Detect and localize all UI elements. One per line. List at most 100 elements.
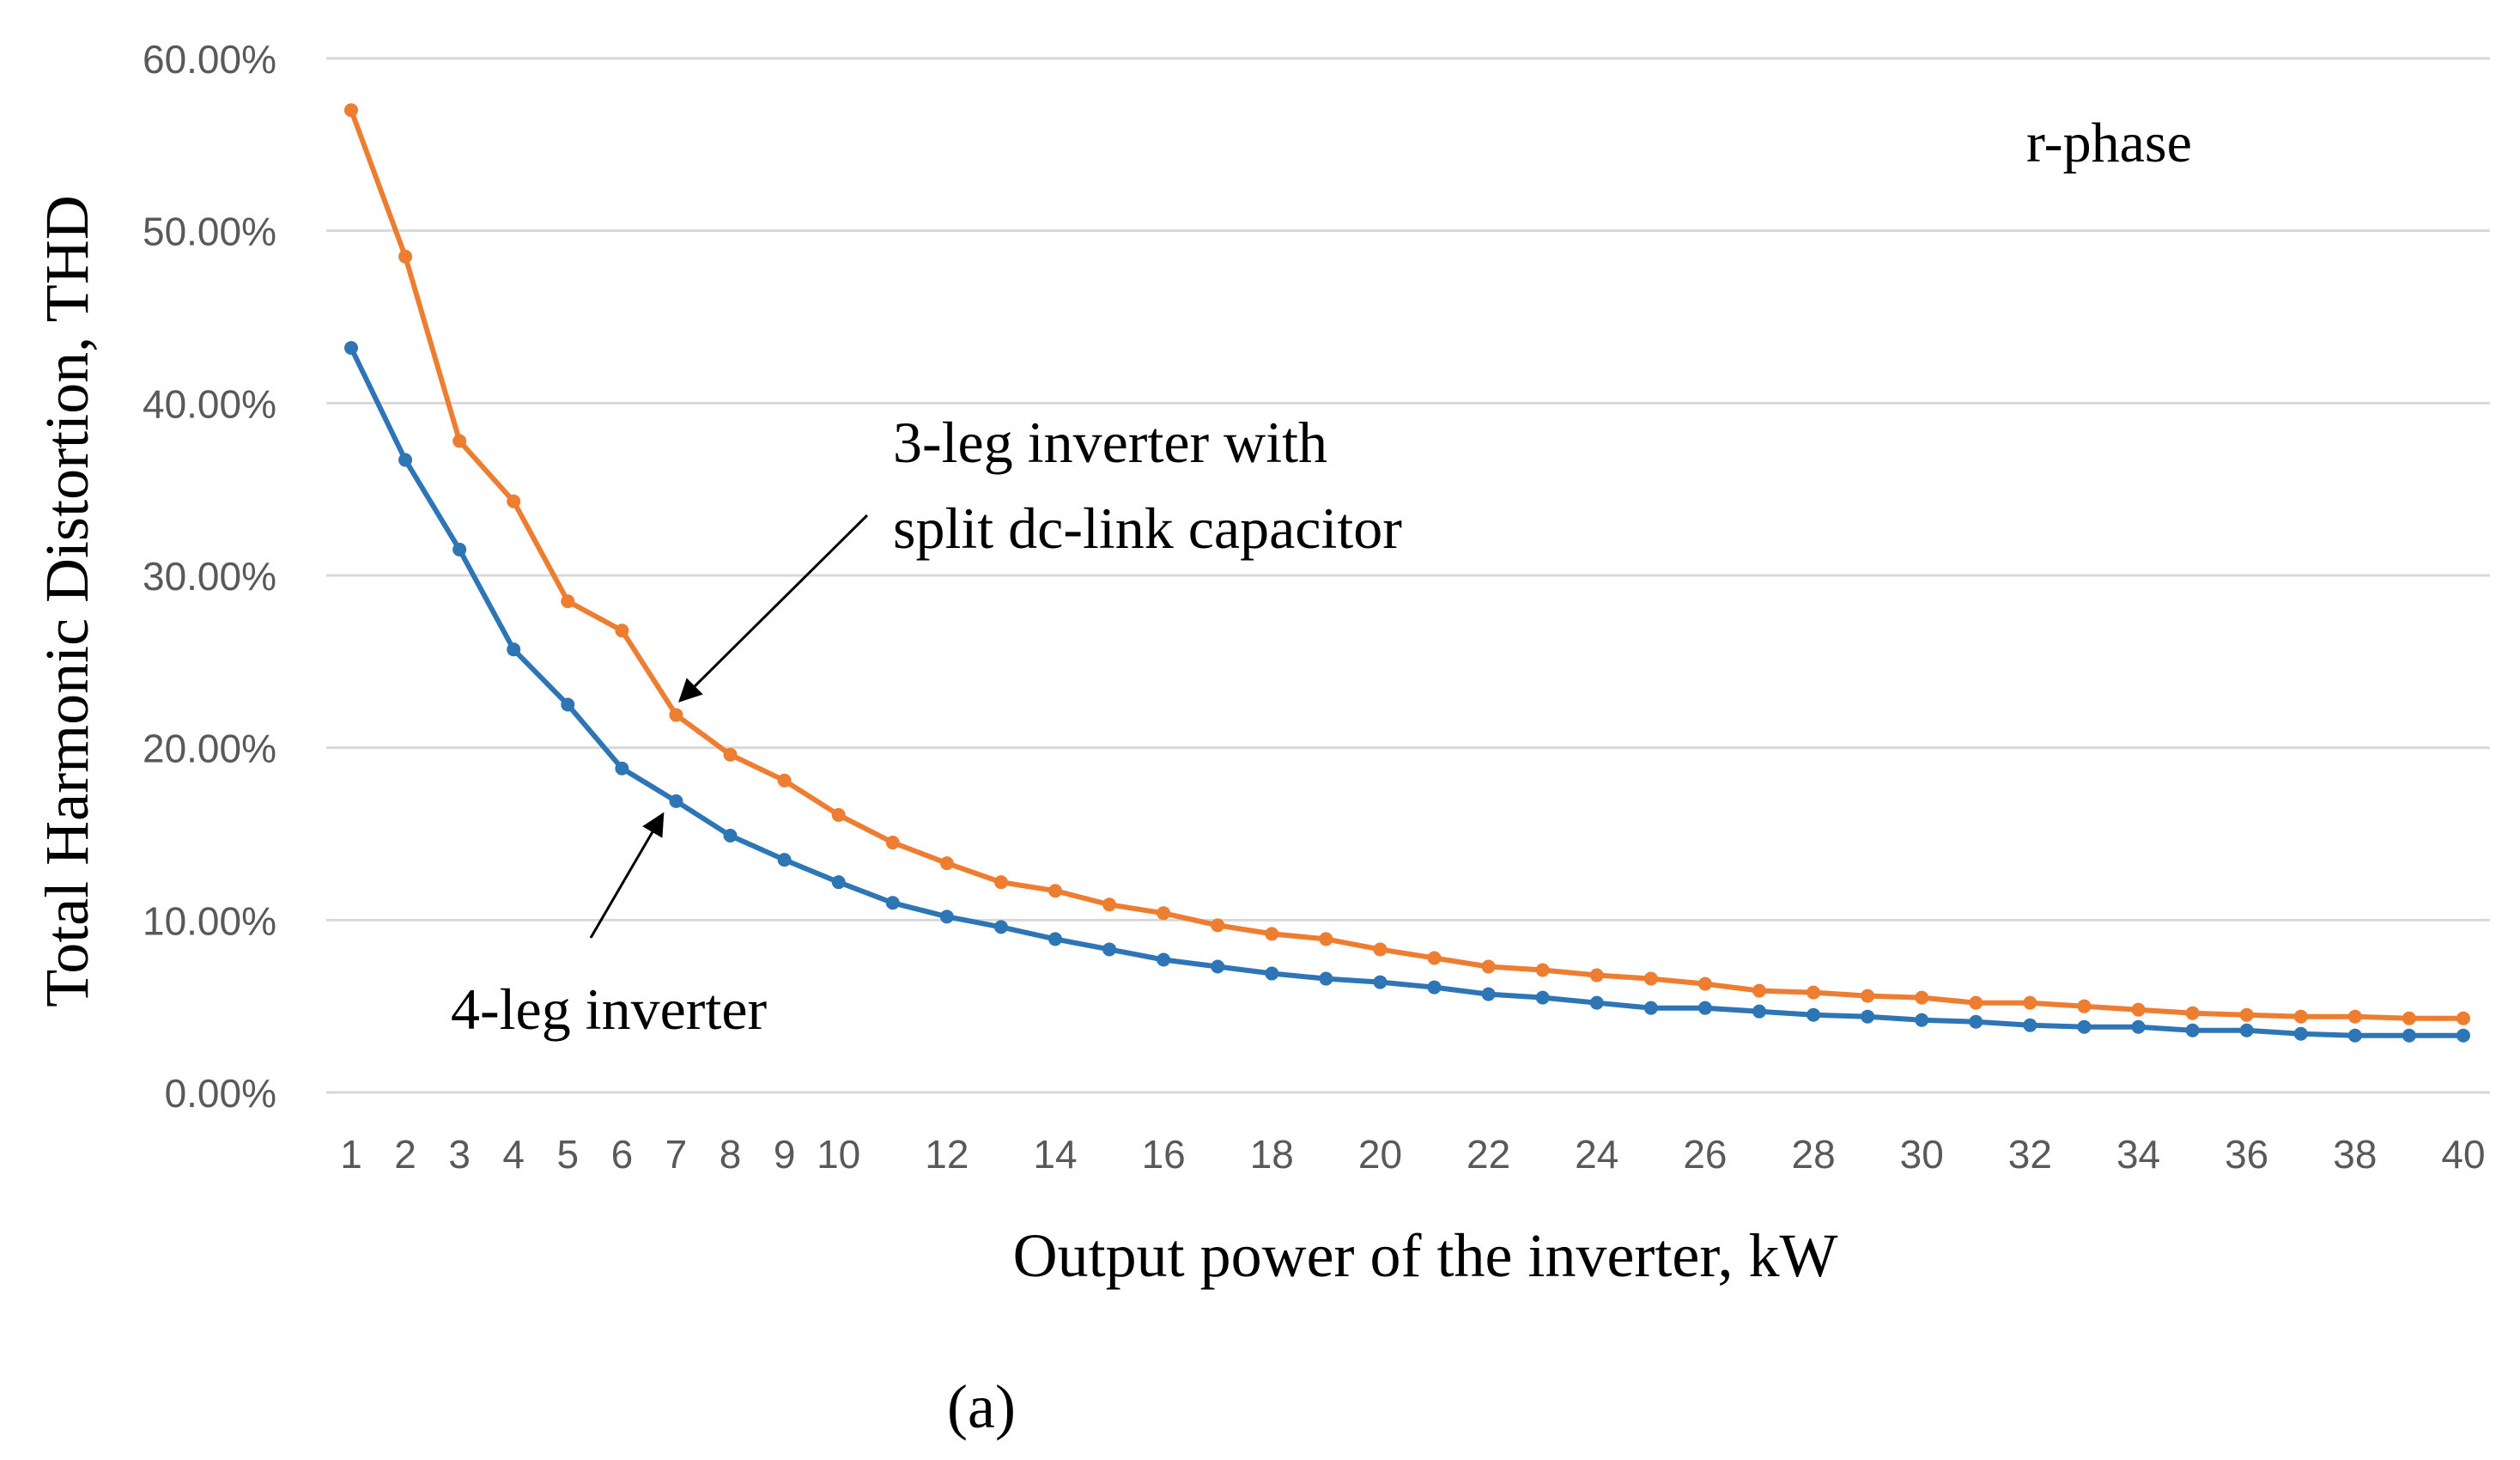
data-point-1-11 — [885, 896, 900, 910]
x-axis-label: Output power of the inverter, kW — [1013, 1221, 1838, 1290]
data-point-1-26 — [1697, 1001, 1712, 1015]
data-point-0-29 — [1861, 989, 1875, 1003]
data-point-0-18 — [1265, 927, 1279, 941]
x-tick-label-5: 5 — [557, 1132, 580, 1177]
data-point-1-10 — [831, 875, 846, 890]
x-tick-label-10: 10 — [817, 1132, 860, 1177]
data-point-0-3 — [452, 434, 467, 448]
data-point-1-21 — [1427, 980, 1442, 995]
data-point-1-38 — [2347, 1028, 2362, 1043]
gridlines — [326, 57, 2490, 1094]
x-tick-label-22: 22 — [1466, 1132, 1510, 1177]
data-point-1-36 — [2239, 1023, 2254, 1037]
data-point-0-40 — [2456, 1011, 2470, 1025]
x-tick-label-26: 26 — [1683, 1132, 1727, 1177]
y-tick-label-4: 40.00% — [143, 381, 276, 426]
arrow-3leg-annotation — [678, 514, 869, 703]
data-point-1-1 — [344, 341, 358, 356]
data-point-1-22 — [1481, 987, 1496, 1001]
data-point-0-39 — [2402, 1011, 2416, 1025]
y-axis-ticks: 0.00% 10.00% 20.00% 30.00% 40.00% 50.00% 60.00… — [143, 37, 276, 1116]
x-tick-label-1: 1 — [340, 1132, 362, 1177]
data-point-1-34 — [2131, 1019, 2146, 1034]
data-point-1-30 — [1915, 1013, 1929, 1027]
x-tick-label-34: 34 — [2116, 1132, 2160, 1177]
x-tick-label-14: 14 — [1033, 1132, 1077, 1177]
data-point-1-14 — [1048, 932, 1062, 946]
x-tick-label-2: 2 — [394, 1132, 416, 1177]
data-point-1-3 — [452, 542, 467, 557]
data-point-0-10 — [831, 807, 846, 822]
data-point-1-27 — [1752, 1004, 1766, 1019]
data-point-0-9 — [777, 773, 792, 788]
data-point-0-13 — [993, 875, 1008, 890]
x-tick-label-36: 36 — [2225, 1132, 2268, 1177]
data-point-0-14 — [1048, 884, 1062, 898]
data-point-1-13 — [993, 920, 1008, 934]
data-point-0-21 — [1427, 951, 1442, 965]
data-point-0-22 — [1481, 959, 1496, 974]
y-tick-label-6: 60.00% — [143, 37, 276, 82]
y-axis-label: Total Harmonic Distortion, THD — [33, 195, 101, 1007]
x-tick-label-6: 6 — [611, 1132, 634, 1177]
data-point-1-15 — [1102, 942, 1117, 957]
data-point-0-5 — [561, 594, 575, 609]
data-point-0-16 — [1157, 906, 1171, 921]
series-label-3leg-line2: split dc-link capacitor — [893, 496, 1402, 561]
data-point-0-8 — [723, 747, 738, 762]
data-point-0-23 — [1535, 963, 1550, 977]
data-point-0-19 — [1319, 932, 1333, 946]
data-point-0-15 — [1102, 897, 1117, 912]
phase-label: r-phase — [2026, 112, 2192, 174]
data-point-1-23 — [1535, 990, 1550, 1005]
series-label-3leg-line1: 3-leg inverter with — [893, 410, 1327, 475]
y-tick-label-0: 0.00% — [165, 1071, 276, 1116]
x-tick-label-9: 9 — [774, 1132, 796, 1177]
data-point-0-17 — [1211, 918, 1225, 933]
x-tick-label-16: 16 — [1142, 1132, 1186, 1177]
data-point-1-12 — [939, 909, 954, 924]
y-tick-label-5: 50.00% — [143, 210, 276, 254]
data-point-1-39 — [2402, 1028, 2416, 1043]
series-group — [344, 103, 2470, 1043]
x-tick-label-18: 18 — [1250, 1132, 1294, 1177]
data-point-1-24 — [1589, 995, 1604, 1010]
data-point-0-11 — [885, 836, 900, 850]
data-point-1-6 — [615, 761, 629, 776]
x-tick-label-30: 30 — [1900, 1132, 1944, 1177]
data-point-1-7 — [669, 794, 683, 808]
series-label-4leg: 4-leg inverter — [451, 976, 768, 1042]
data-point-1-29 — [1861, 1009, 1875, 1024]
data-point-0-1 — [344, 103, 358, 118]
data-point-0-36 — [2239, 1007, 2254, 1022]
data-point-0-12 — [939, 856, 954, 871]
x-tick-label-20: 20 — [1358, 1132, 1402, 1177]
data-point-0-35 — [2185, 1006, 2200, 1020]
x-tick-label-4: 4 — [502, 1132, 525, 1177]
data-point-0-27 — [1752, 983, 1766, 998]
data-point-0-2 — [398, 249, 413, 264]
data-point-0-24 — [1589, 968, 1604, 982]
data-point-1-20 — [1373, 975, 1388, 989]
data-point-1-35 — [2185, 1023, 2200, 1037]
x-tick-label-24: 24 — [1575, 1132, 1618, 1177]
x-tick-label-8: 8 — [720, 1132, 742, 1177]
data-point-1-19 — [1319, 971, 1333, 986]
data-point-1-28 — [1807, 1007, 1821, 1022]
data-point-0-31 — [1969, 995, 1983, 1010]
x-tick-label-3: 3 — [448, 1132, 471, 1177]
data-point-0-20 — [1373, 942, 1388, 957]
data-point-1-8 — [723, 829, 738, 843]
data-point-0-4 — [507, 494, 521, 508]
data-point-0-34 — [2131, 1002, 2146, 1017]
x-tick-label-32: 32 — [2008, 1132, 2052, 1177]
data-point-0-26 — [1697, 976, 1712, 991]
data-point-0-33 — [2077, 999, 2092, 1013]
data-point-1-4 — [507, 642, 521, 657]
x-tick-label-38: 38 — [2333, 1132, 2377, 1177]
series-0 — [344, 103, 2470, 1025]
figure-caption: (a) — [947, 1372, 1016, 1441]
y-tick-label-1: 10.00% — [143, 898, 276, 943]
data-point-1-31 — [1969, 1014, 1983, 1029]
data-point-0-7 — [669, 708, 683, 722]
